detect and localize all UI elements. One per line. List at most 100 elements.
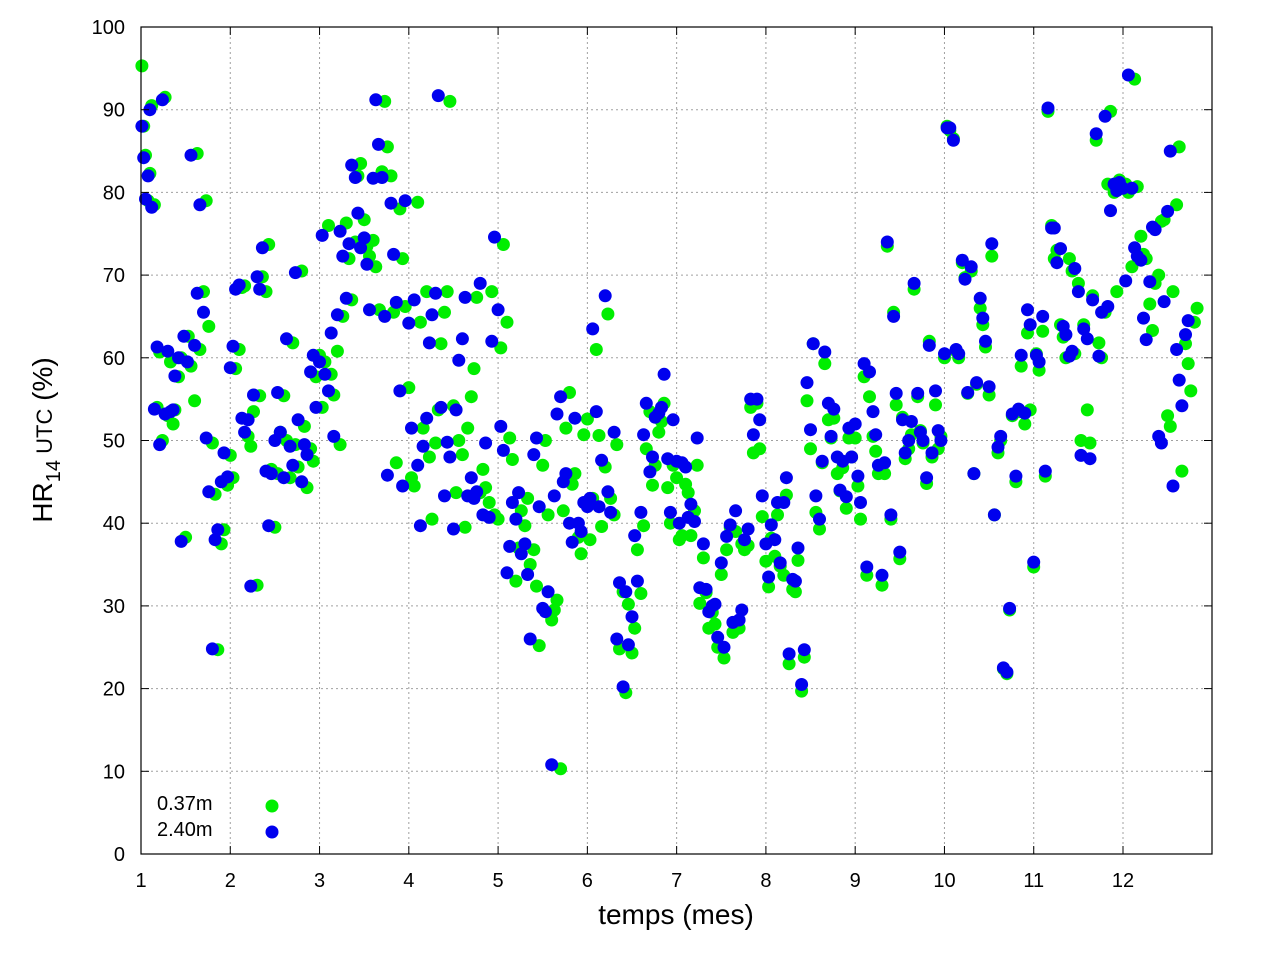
data-point [574, 525, 588, 538]
data-point [723, 518, 737, 532]
data-point [779, 471, 793, 485]
data-point [961, 386, 975, 399]
data-point [244, 439, 258, 453]
data-point [675, 529, 689, 543]
data-point [241, 413, 255, 427]
data-point [583, 491, 597, 505]
data-point [985, 249, 999, 263]
data-point [496, 238, 510, 251]
data-point [1089, 127, 1103, 141]
data-point [1098, 109, 1112, 123]
data-point [211, 523, 225, 537]
data-point [690, 431, 704, 445]
data-point [1154, 436, 1168, 450]
data-point [199, 431, 213, 445]
data-point [188, 394, 202, 408]
data-point [1018, 406, 1032, 420]
y-tick-label: 90 [103, 100, 125, 122]
data-point [324, 326, 338, 340]
data-point [413, 519, 427, 533]
data-point [530, 431, 543, 445]
data-point [523, 558, 537, 571]
data-point [791, 553, 805, 567]
data-point [244, 579, 258, 593]
data-point [485, 285, 499, 299]
data-point [461, 421, 475, 435]
data-point [482, 496, 496, 509]
data-point [568, 411, 582, 425]
y-axis-label-main: HR [27, 482, 58, 522]
data-point [577, 428, 591, 442]
data-point [313, 355, 326, 369]
data-point [1137, 311, 1150, 325]
data-point [955, 253, 969, 267]
data-point [598, 289, 612, 303]
legend: 0.37m 2.40m [157, 793, 279, 841]
data-point [407, 293, 421, 307]
data-point [863, 390, 876, 404]
data-point [190, 286, 204, 300]
data-point [1083, 436, 1097, 450]
data-point [708, 617, 722, 631]
data-point [431, 89, 445, 103]
data-point [630, 543, 644, 557]
data-point [681, 486, 695, 500]
data-point [616, 680, 630, 694]
data-point [512, 486, 526, 500]
data-point [848, 417, 862, 431]
data-point [271, 386, 285, 399]
y-tick-label: 70 [103, 265, 125, 287]
data-point [679, 460, 693, 474]
data-point [202, 485, 216, 499]
data-point [1121, 68, 1135, 82]
x-tick-label: 7 [671, 870, 682, 892]
y-tick-label: 20 [103, 679, 125, 701]
data-point [422, 450, 436, 464]
data-point [815, 454, 829, 468]
data-point [440, 285, 454, 299]
data-point [330, 308, 344, 322]
data-point [351, 206, 365, 220]
data-point [982, 380, 996, 394]
data-point [1009, 469, 1023, 483]
data-point [464, 390, 478, 404]
data-point [226, 339, 240, 353]
data-point [447, 522, 460, 536]
data-point [1036, 309, 1050, 323]
y-tick-labels: 0 10 20 30 40 50 60 70 80 90 100 [92, 17, 125, 866]
data-point [503, 539, 517, 553]
data-point [1038, 464, 1052, 478]
data-point [1143, 275, 1157, 289]
data-point [929, 398, 942, 412]
data-point [637, 428, 651, 442]
data-point [322, 219, 335, 232]
data-point [875, 568, 889, 582]
data-point [800, 376, 814, 390]
x-tick-label: 6 [582, 870, 593, 892]
data-point [880, 235, 894, 249]
data-point [494, 419, 508, 433]
data-point [345, 158, 359, 172]
data-point [348, 171, 362, 184]
x-tick-label: 11 [1023, 870, 1044, 892]
data-point [804, 423, 817, 437]
data-point [797, 643, 811, 657]
y-tick-label: 60 [103, 348, 125, 370]
data-point [762, 580, 776, 594]
x-tick-label: 4 [403, 870, 414, 892]
data-point [607, 425, 621, 439]
data-point [318, 367, 332, 381]
data-point [639, 396, 653, 410]
data-point [434, 400, 448, 414]
data-point [135, 119, 149, 133]
data-point [389, 456, 403, 470]
data-point [1092, 336, 1106, 350]
data-point [613, 576, 626, 590]
data-point [690, 458, 704, 472]
data-point [250, 270, 264, 284]
data-point [979, 334, 992, 348]
data-point [357, 231, 371, 245]
data-point [500, 566, 514, 580]
data-point [443, 94, 457, 108]
